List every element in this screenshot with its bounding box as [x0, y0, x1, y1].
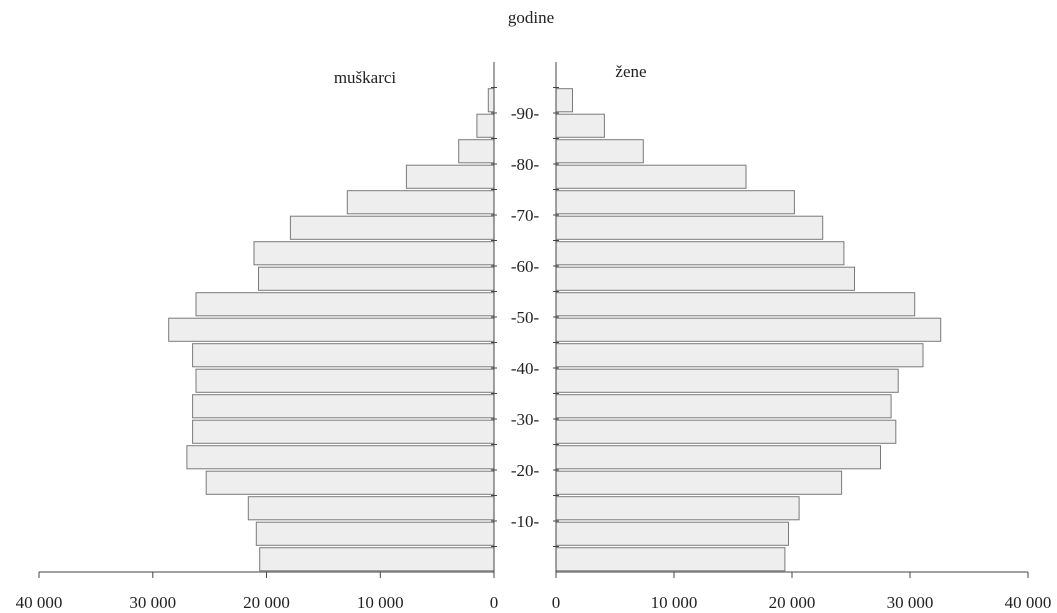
- bar-zene-20-24: [555, 445, 881, 470]
- age-label: -60-: [511, 257, 540, 276]
- series-label-muskarci: muškarci: [334, 68, 397, 87]
- bar-muskarci-75-79: [405, 164, 495, 189]
- right-x-tick-label: 20 000: [769, 593, 816, 612]
- age-label: -90-: [511, 104, 540, 123]
- right-x-tick-label: 30 000: [887, 593, 934, 612]
- bar-zene-5-9: [555, 521, 789, 546]
- bar-muskarci-5-9: [255, 521, 495, 546]
- bar-zene-60-64: [555, 241, 845, 266]
- series-label-zene: žene: [615, 62, 646, 81]
- age-label: -70-: [511, 206, 540, 225]
- bar-zene-75-79: [555, 164, 747, 189]
- right-x-axis: 0 10 000 20 000 30 000 40 000: [552, 571, 1052, 612]
- left-x-axis: 40 000 30 000 20 000 10 000 0: [16, 571, 499, 612]
- right-x-tick-label: 40 000: [1005, 593, 1052, 612]
- bar-muskarci-20-24: [186, 445, 495, 470]
- age-label: -20-: [511, 461, 540, 480]
- bar-muskarci-55-59: [258, 266, 495, 291]
- age-label: -80-: [511, 155, 540, 174]
- bar-muskarci-30-34: [192, 394, 495, 419]
- age-label: -10-: [511, 512, 540, 531]
- left-x-tick-label: 30 000: [129, 593, 176, 612]
- age-label: -40-: [511, 359, 540, 378]
- bar-zene-15-19: [555, 470, 843, 495]
- bar-muskarci-80-84: [458, 139, 495, 164]
- bar-zene-80-84: [555, 139, 644, 164]
- right-x-tick-label: 10 000: [651, 593, 698, 612]
- bar-zene-35-39: [555, 368, 899, 393]
- bar-muskarci-25-29: [192, 419, 495, 444]
- bar-zene-45-49: [555, 317, 942, 342]
- age-label: -30-: [511, 410, 540, 429]
- bar-muskarci-15-19: [205, 470, 495, 495]
- bar-muskarci-60-64: [253, 241, 495, 266]
- left-bars-group: [168, 88, 495, 572]
- bar-muskarci-70-74: [346, 190, 495, 215]
- bar-zene-90-94: [555, 88, 573, 113]
- bar-muskarci-85-89: [476, 113, 495, 138]
- right-bars-group: [555, 88, 942, 572]
- bar-zene-25-29: [555, 419, 897, 444]
- bar-muskarci-40-44: [192, 343, 495, 368]
- bar-muskarci-10-14: [247, 496, 495, 521]
- bar-muskarci-65-69: [289, 215, 495, 240]
- bar-zene-50-54: [555, 292, 916, 317]
- bar-zene-85-89: [555, 113, 605, 138]
- left-x-tick-label: 40 000: [16, 593, 63, 612]
- left-x-tick-label: 20 000: [243, 593, 290, 612]
- bar-zene-70-74: [555, 190, 795, 215]
- bar-muskarci-0-4: [259, 547, 495, 572]
- bar-zene-65-69: [555, 215, 824, 240]
- bar-muskarci-90-94: [487, 88, 495, 113]
- age-label: -50-: [511, 308, 540, 327]
- chart-title: godine: [508, 8, 554, 27]
- bar-zene-40-44: [555, 343, 924, 368]
- bar-zene-0-4: [555, 547, 786, 572]
- bar-muskarci-45-49: [168, 317, 495, 342]
- right-x-tick-label: 0: [552, 593, 561, 612]
- bar-zene-10-14: [555, 496, 800, 521]
- center-age-axis: -10- -20- -30- -40- -50- -60- -70- -80- -90-: [491, 62, 559, 572]
- left-x-tick-label: 10 000: [357, 593, 404, 612]
- bar-muskarci-35-39: [195, 368, 495, 393]
- left-x-tick-label: 0: [490, 593, 499, 612]
- bar-muskarci-50-54: [195, 292, 495, 317]
- bar-zene-55-59: [555, 266, 855, 291]
- bar-zene-30-34: [555, 394, 892, 419]
